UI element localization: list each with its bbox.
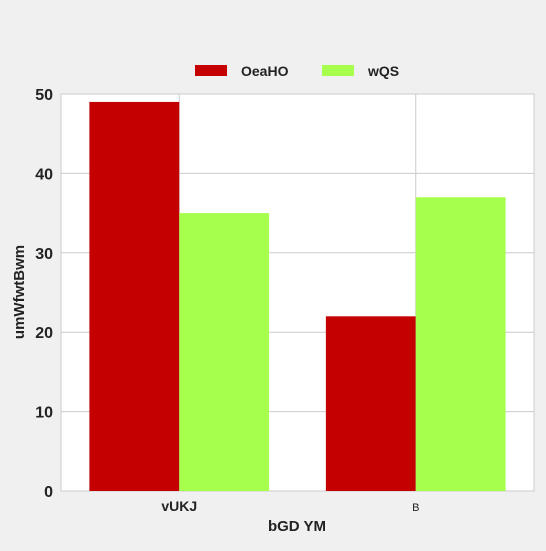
- y-tick-label: 40: [35, 166, 53, 183]
- x-tick-label: vUKJ: [161, 498, 197, 514]
- bar-wQS-vUKJ: [179, 213, 270, 491]
- legend: OeaHO wQS: [195, 63, 399, 79]
- x-axis-label: bGD YM: [268, 518, 326, 535]
- bar-OeaHO-vUKJ: [89, 101, 180, 491]
- bar-OeaHO-B: [325, 316, 416, 491]
- y-tick-label: 30: [35, 246, 53, 263]
- bars: [89, 101, 506, 491]
- x-tick-label: B: [412, 502, 419, 514]
- y-axis-label: umWfwtBwm: [11, 245, 28, 339]
- y-tick-label: 50: [35, 87, 53, 104]
- bar-wQS-B: [415, 197, 506, 491]
- y-axis: 0 10 20 30 40 50: [35, 87, 53, 501]
- legend-label: wQS: [367, 63, 399, 79]
- legend-label: OeaHO: [241, 63, 289, 79]
- legend-swatch: [322, 65, 354, 76]
- legend-swatch: [195, 65, 227, 76]
- y-tick-label: 20: [35, 325, 53, 342]
- y-tick-label: 10: [35, 405, 53, 422]
- x-axis: vUKJ B: [161, 498, 419, 514]
- y-tick-label: 0: [44, 484, 53, 501]
